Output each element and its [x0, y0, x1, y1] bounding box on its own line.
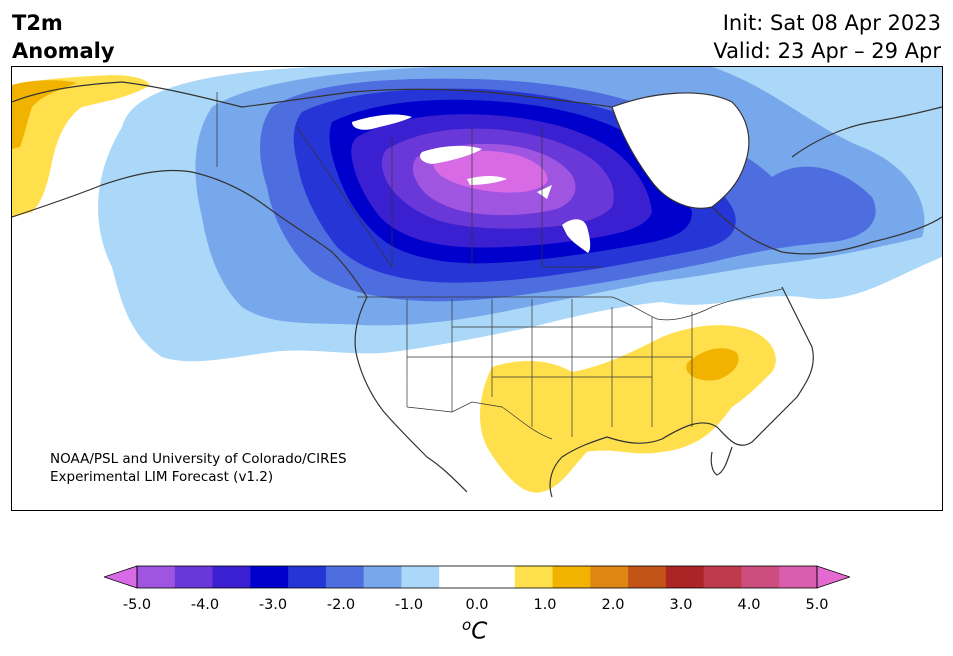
border-provinces	[216, 92, 602, 268]
coastline	[791, 106, 942, 158]
colorbar	[104, 565, 850, 589]
coastline	[12, 169, 368, 298]
border-states	[406, 299, 693, 437]
colorbar-segment	[363, 566, 402, 588]
colorbar-segment	[325, 566, 365, 588]
title-line-2: Anomaly	[12, 39, 115, 63]
colorbar-segment	[250, 566, 289, 588]
colorbar-tick-label: 4.0	[737, 597, 761, 613]
colorbar-tick-label: -4.0	[190, 597, 220, 613]
lake-marker	[467, 176, 507, 185]
colorbar-segment	[590, 566, 629, 588]
colorbar-segment	[212, 566, 251, 588]
colorbar-tick-label: 0.0	[465, 597, 489, 613]
anomaly-map: NOAA/PSL and University of Colorado/CIRE…	[11, 66, 943, 511]
init-date: Init: Sat 08 Apr 2023	[722, 11, 941, 35]
colorbar-tick-label: 2.0	[601, 597, 625, 613]
unit-degree: o	[462, 616, 472, 634]
coastline	[549, 286, 814, 498]
hudson-bay	[612, 92, 749, 209]
border-us-mexico	[406, 401, 553, 440]
colorbar-segment	[439, 566, 478, 588]
coastline	[710, 446, 733, 476]
colorbar-segment	[665, 566, 705, 588]
map-title: T2m Anomaly	[12, 9, 115, 65]
colorbar-tick-label: -3.0	[258, 597, 288, 613]
anomaly-region-yellow-alaska	[12, 75, 150, 217]
credit-line-1: NOAA/PSL and University of Colorado/CIRE…	[50, 451, 347, 467]
lake-marker	[562, 219, 591, 253]
colorbar-tick-label: -5.0	[122, 597, 152, 613]
colorbar-segment	[288, 566, 327, 588]
colorbar-tick-label: -2.0	[326, 597, 356, 613]
lake-marker	[352, 114, 412, 130]
colorbar-segment	[514, 566, 554, 588]
lake-marker	[537, 185, 552, 199]
colorbar-outline	[136, 565, 818, 589]
credit-text: NOAA/PSL and University of Colorado/CIRE…	[50, 450, 347, 486]
lake-marker	[420, 145, 482, 164]
anomaly-map-svg	[12, 67, 942, 498]
colorbar-segment	[174, 566, 214, 588]
colorbar-tick-label: -1.0	[394, 597, 424, 613]
colorbar-min-extension	[104, 565, 138, 589]
colorbar-max-extension	[816, 565, 850, 589]
colorbar-segment	[137, 566, 176, 588]
colorbar-unit: oC	[462, 616, 487, 645]
coastline	[711, 206, 942, 255]
title-line-1: T2m	[12, 11, 63, 35]
anomaly-region-orange-se	[686, 348, 739, 381]
unit-letter: C	[471, 618, 488, 645]
anomaly-region-magenta	[433, 150, 548, 193]
colorbar-segment	[779, 566, 818, 588]
credit-line-2: Experimental LIM Forecast (v1.2)	[50, 469, 274, 485]
colorbar-segment	[477, 566, 516, 588]
forecast-dates: Init: Sat 08 Apr 2023 Valid: 23 Apr – 29…	[713, 9, 941, 65]
coastline	[12, 81, 613, 108]
border-canada-us	[357, 288, 783, 321]
colorbar-segment	[401, 566, 440, 588]
valid-range: Valid: 23 Apr – 29 Apr	[713, 39, 941, 63]
anomaly-region-orange-alaska	[12, 80, 77, 149]
colorbar-segment	[741, 566, 780, 588]
colorbar-segment	[703, 566, 742, 588]
colorbar-tick-label: 3.0	[669, 597, 693, 613]
colorbar-segment	[628, 566, 667, 588]
colorbar-tick-label: 1.0	[533, 597, 557, 613]
coastline	[611, 92, 750, 209]
colorbar-segment	[552, 566, 591, 588]
coastline	[354, 296, 468, 493]
colorbar-tick-label: 5.0	[805, 597, 829, 613]
